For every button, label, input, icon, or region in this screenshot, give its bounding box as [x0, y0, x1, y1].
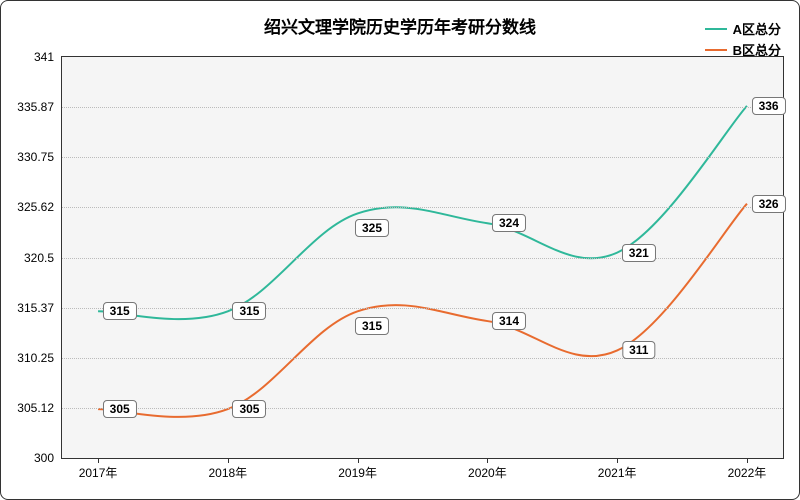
y-axis-label: 315.37 [17, 301, 62, 315]
data-label: 324 [492, 214, 526, 232]
data-label: 315 [232, 302, 266, 320]
gridline [62, 308, 783, 309]
data-label: 315 [103, 302, 137, 320]
y-axis-label: 335.87 [17, 100, 62, 114]
x-tick [98, 458, 99, 463]
series-line [98, 106, 747, 319]
y-axis-label: 300 [34, 451, 62, 465]
data-label: 326 [752, 195, 786, 213]
gridline [62, 107, 783, 108]
data-label: 305 [103, 400, 137, 418]
legend-swatch-b [705, 49, 727, 51]
legend-swatch-a [705, 28, 727, 30]
data-label: 321 [622, 244, 656, 262]
gridline [62, 207, 783, 208]
y-axis-label: 330.75 [17, 150, 62, 164]
series-line [98, 204, 747, 417]
gridline [62, 408, 783, 409]
legend: A区总分 B区总分 [705, 19, 781, 61]
y-axis-label: 305.12 [17, 401, 62, 415]
x-tick [228, 458, 229, 463]
x-tick [487, 458, 488, 463]
y-axis-label: 341 [34, 50, 62, 64]
legend-label-a: A区总分 [733, 19, 781, 38]
chart-container: 绍兴文理学院历史学历年考研分数线 A区总分 B区总分 300305.12310.… [0, 0, 800, 500]
data-label: 311 [622, 341, 655, 359]
y-axis-label: 310.25 [17, 351, 62, 365]
gridline [62, 157, 783, 158]
x-tick [358, 458, 359, 463]
plot-area: 300305.12310.25315.37320.5325.62330.7533… [61, 56, 784, 459]
legend-item-a: A区总分 [705, 19, 781, 38]
gridline [62, 358, 783, 359]
data-label: 305 [232, 400, 266, 418]
y-axis-label: 325.62 [17, 200, 62, 214]
data-label: 336 [752, 97, 786, 115]
data-label: 325 [355, 219, 389, 237]
gridline [62, 258, 783, 259]
x-tick [747, 458, 748, 463]
data-label: 315 [355, 317, 389, 335]
data-label: 314 [492, 312, 526, 330]
y-axis-label: 320.5 [24, 251, 62, 265]
x-tick [617, 458, 618, 463]
chart-title: 绍兴文理学院历史学历年考研分数线 [264, 13, 536, 38]
